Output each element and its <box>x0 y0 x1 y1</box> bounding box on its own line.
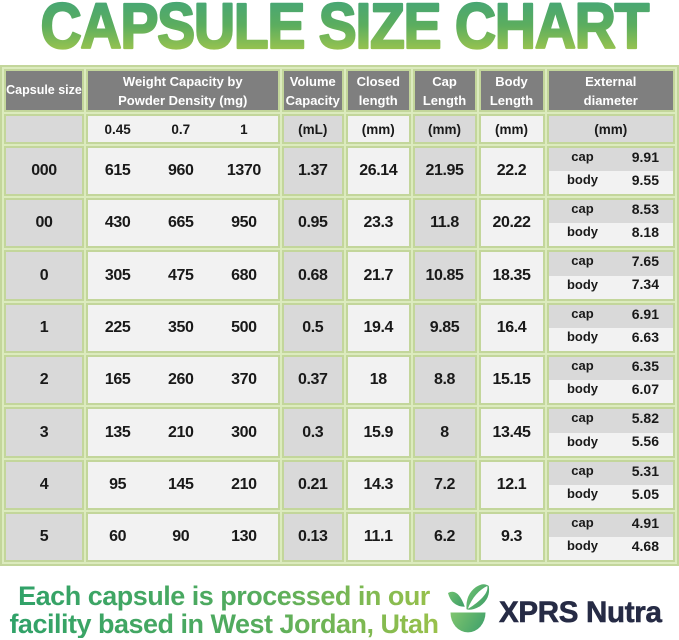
svg-text:CAPSULE SIZE CHART: CAPSULE SIZE CHART <box>41 0 650 62</box>
